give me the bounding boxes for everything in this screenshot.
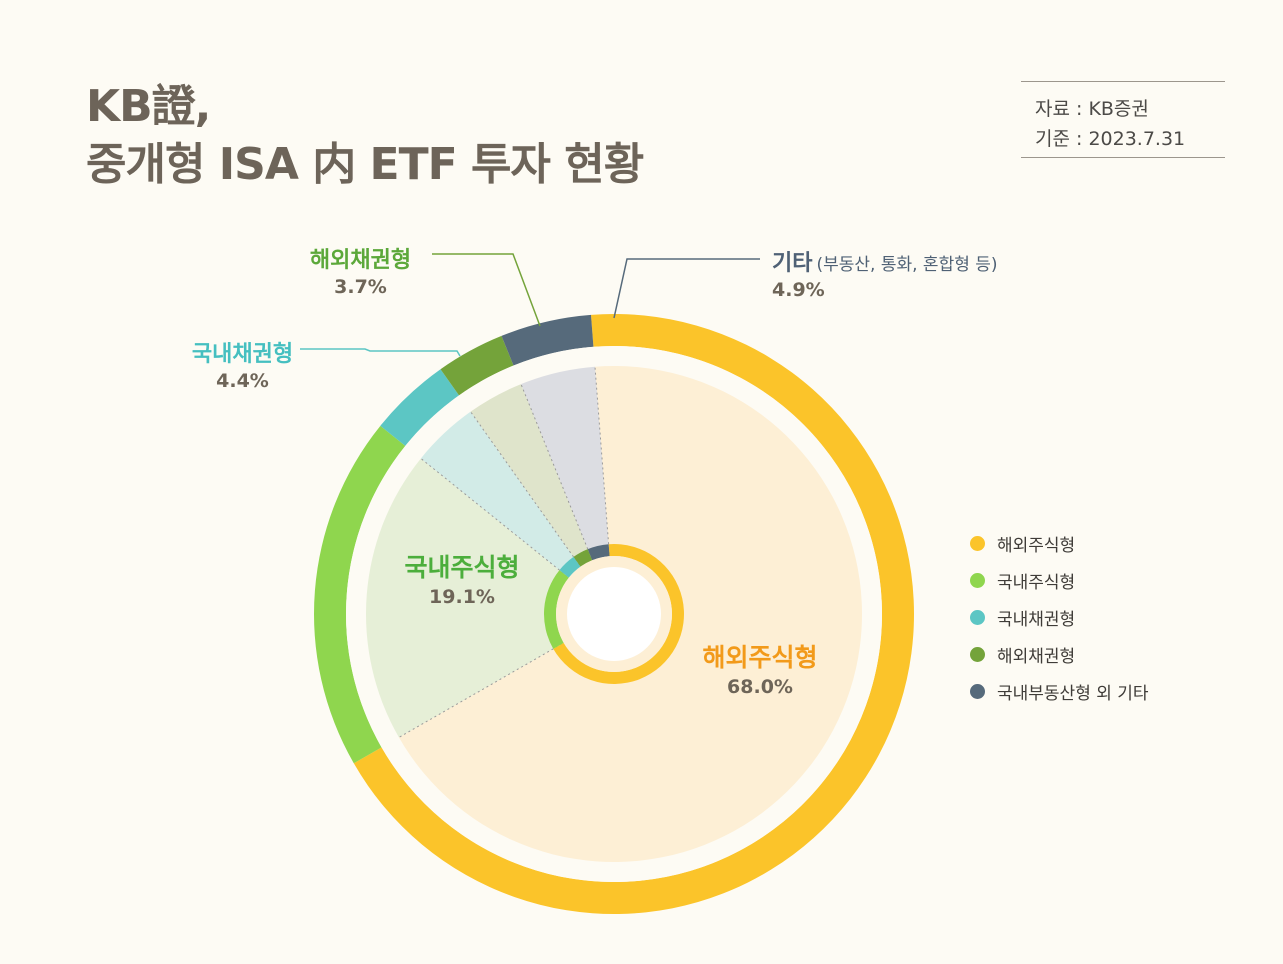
legend-item: 해외채권형 [970, 636, 1149, 673]
label-domestic-stock: 국내주식형 19.1% [392, 548, 532, 608]
center-slice-overseas-bond [573, 549, 593, 567]
outer-slice-domestic-bond [380, 369, 460, 446]
label-others-name: 기타 [772, 251, 813, 276]
legend-dot-overseas-bond [970, 647, 985, 662]
legend-label-overseas-bond: 해외채권형 [997, 647, 1076, 667]
page-title: KB證, 중개형 ISA 内 ETF 투자 현황 [86, 78, 644, 194]
legend-item: 국내주식형 [970, 562, 1149, 599]
legend-item: 국내부동산형 외 기타 [970, 673, 1149, 710]
legend-label-overseas-stock: 해외주식형 [997, 536, 1076, 556]
label-domestic-bond-name: 국내채권형 [191, 342, 294, 367]
legend-label-domestic-stock: 국내주식형 [997, 573, 1076, 593]
label-overseas-stock: 해외주식형 68.0% [690, 638, 830, 698]
center-slice-domestic-bond [559, 556, 581, 578]
legend: 해외주식형 국내주식형 국내채권형 해외채권형 국내부동산형 외 기타 [970, 525, 1149, 710]
leader-line-domestic-bond [300, 348, 461, 357]
center-slice-others [587, 544, 610, 561]
label-domestic-stock-value: 19.1% [429, 586, 495, 608]
inner-slice-domestic-stock [366, 458, 614, 738]
legend-dot-overseas-stock [970, 536, 985, 551]
leader-line-overseas-bond [432, 253, 541, 327]
label-overseas-bond-value: 3.7% [334, 276, 387, 298]
outer-slice-others [501, 314, 594, 366]
label-domestic-bond: 국내채권형 4.4% [180, 336, 305, 392]
label-overseas-bond-name: 해외채권형 [309, 248, 412, 273]
label-domestic-stock-name: 국내주식형 [404, 553, 520, 582]
outer-slice-domestic-stock [314, 425, 406, 764]
outer-slice-overseas-bond [440, 335, 514, 396]
label-others: 기타 (부동산, 통화, 혼합형 등) 4.9% [772, 245, 998, 301]
label-others-note: (부동산, 통화, 혼합형 등) [816, 255, 998, 275]
center-slice-domestic-stock [544, 570, 569, 649]
label-domestic-bond-value: 4.4% [216, 370, 269, 392]
base-date-text: 기준 : 2023.7.31 [1035, 128, 1186, 150]
source-box: 자료 : KB증권 기준 : 2023.7.31 [1021, 81, 1225, 158]
legend-dot-others [970, 684, 985, 699]
title-line-1: KB證, [86, 81, 211, 132]
legend-item: 해외주식형 [970, 525, 1149, 562]
legend-dot-domestic-bond [970, 610, 985, 625]
legend-label-domestic-bond: 국내채권형 [997, 610, 1076, 630]
center-hole [567, 567, 661, 661]
label-others-value: 4.9% [772, 279, 825, 301]
label-overseas-bond: 해외채권형 3.7% [298, 242, 423, 298]
legend-dot-domestic-stock [970, 573, 985, 588]
leader-line-others [613, 258, 760, 319]
source-text: 자료 : KB증권 [1035, 98, 1149, 120]
label-overseas-stock-value: 68.0% [727, 676, 793, 698]
legend-label-others: 국내부동산형 외 기타 [997, 684, 1149, 704]
legend-item: 국내채권형 [970, 599, 1149, 636]
title-line-2: 중개형 ISA 内 ETF 투자 현황 [86, 139, 644, 190]
label-overseas-stock-name: 해외주식형 [702, 643, 818, 672]
